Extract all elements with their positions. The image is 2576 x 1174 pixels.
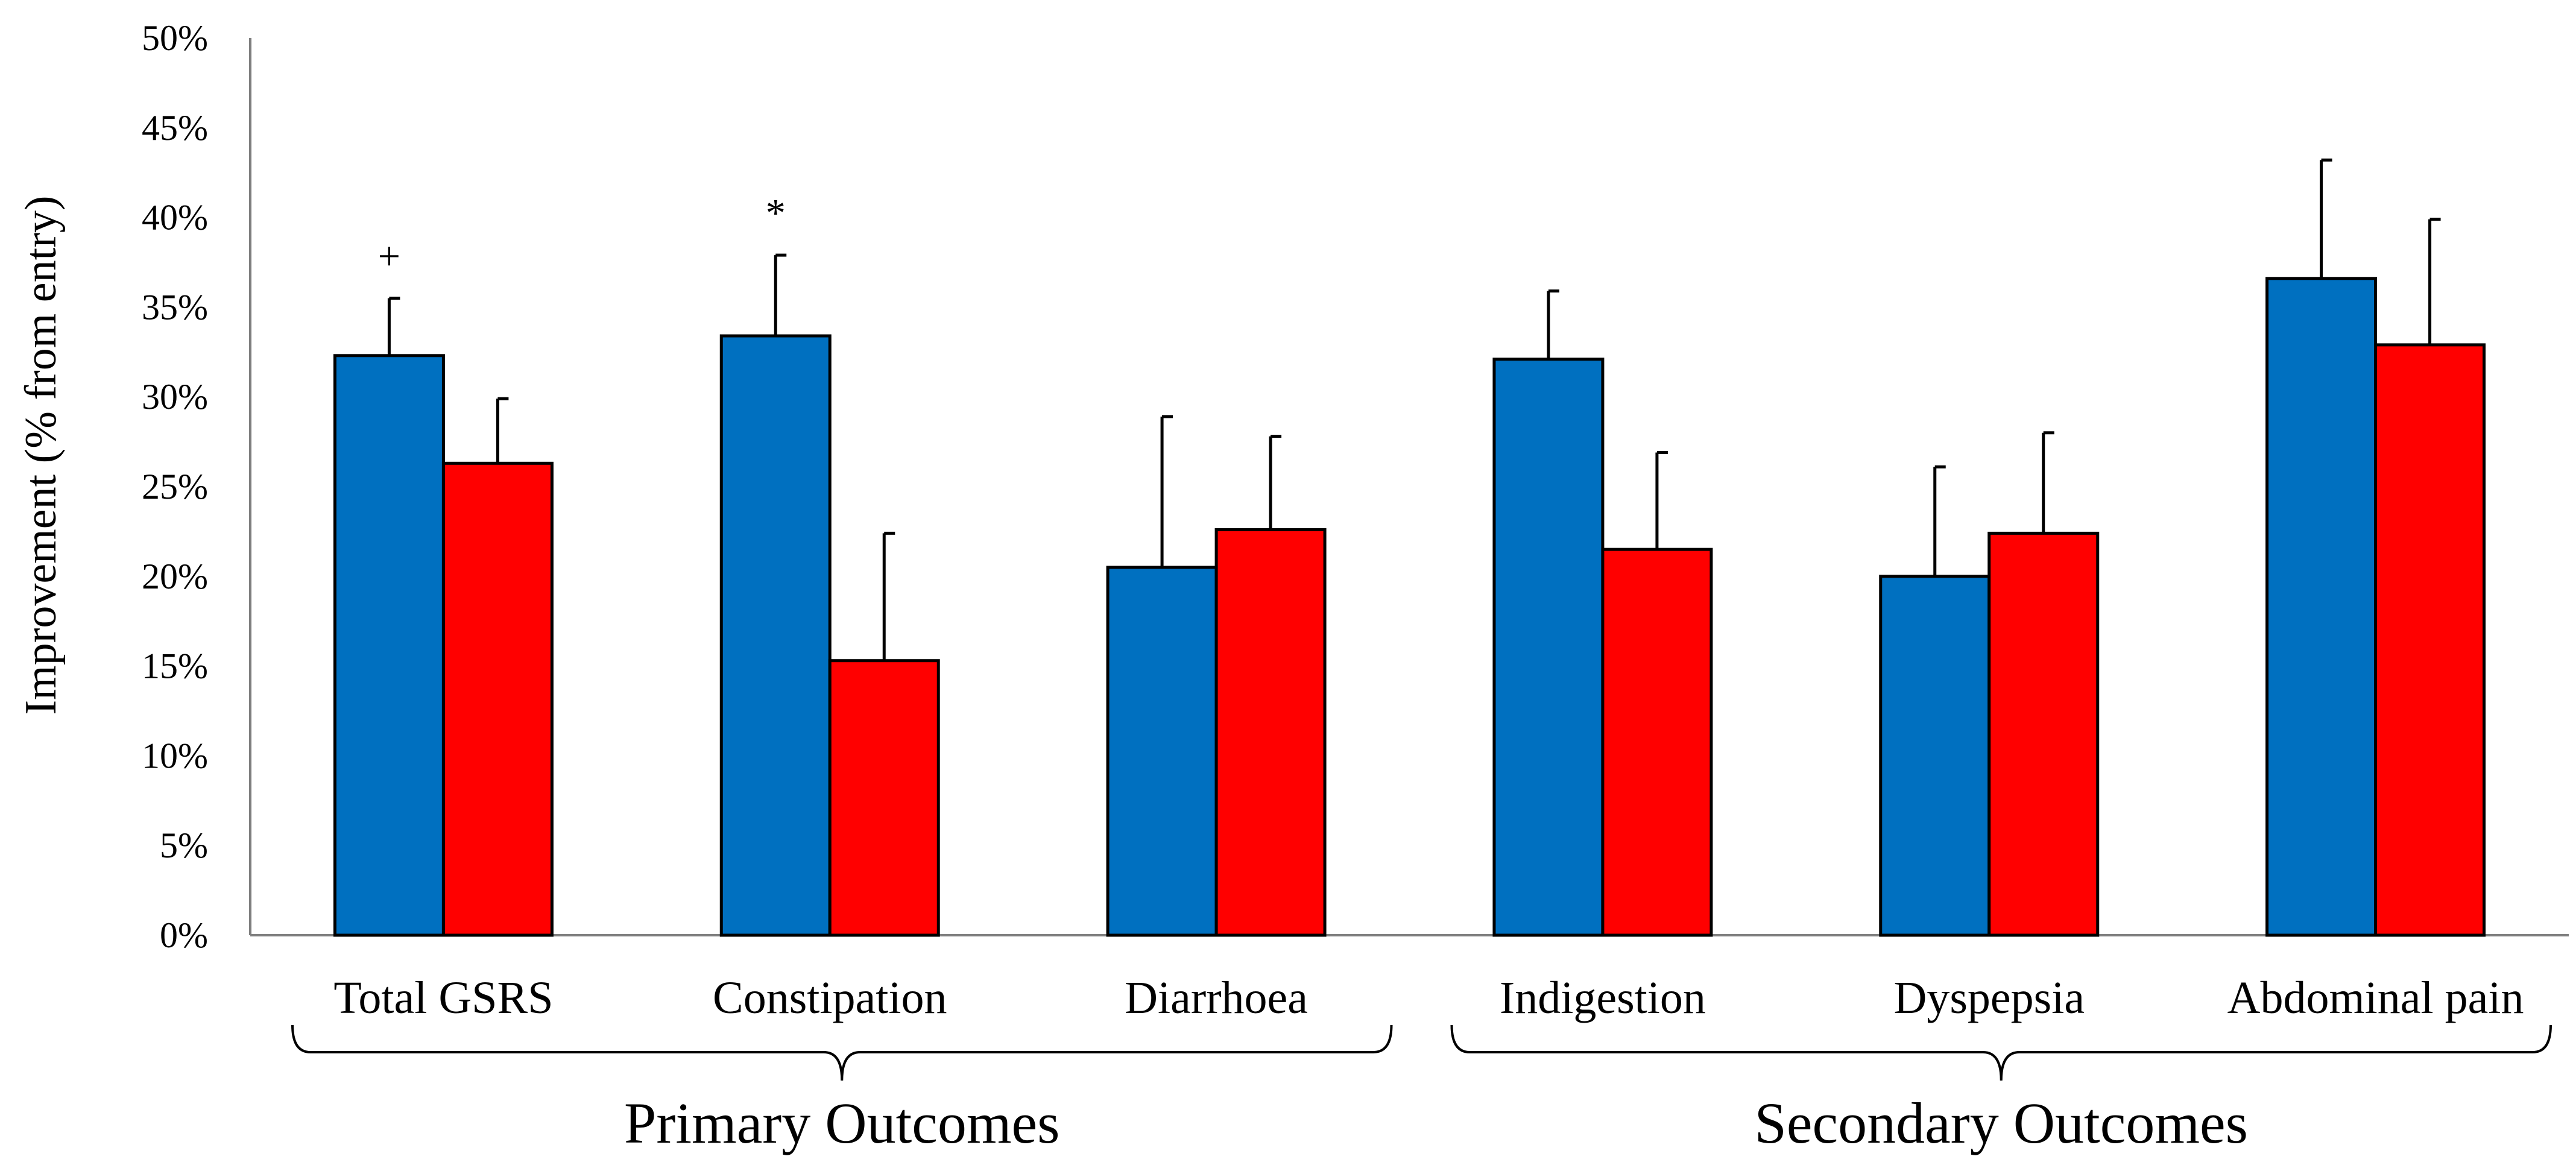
- group-brace: [291, 1024, 1393, 1081]
- x-category-label: Abdominal pain: [2227, 973, 2524, 1023]
- y-tick-label: 45%: [142, 108, 208, 148]
- x-category-label: Indigestion: [1500, 973, 1706, 1023]
- group-brace: [1450, 1024, 2552, 1081]
- x-category-label: Diarrhoea: [1125, 973, 1308, 1023]
- significance-marks: +*: [378, 191, 786, 278]
- y-tick-label: 15%: [142, 646, 208, 686]
- category-labels: Total GSRS Constipation Diarrhoea Indigesti…: [333, 973, 2524, 1023]
- x-category-label: Dyspepsia: [1893, 973, 2085, 1023]
- y-tick-label: 20%: [142, 557, 208, 596]
- group-label: Secondary Outcomes: [1755, 1091, 2248, 1155]
- y-tick-label: 0%: [160, 915, 208, 955]
- bar-series2: [1214, 528, 1327, 937]
- bar-series2: [1987, 531, 2100, 937]
- y-tick-label: 40%: [142, 198, 208, 238]
- bar-series1: [2265, 277, 2378, 937]
- y-axis: 0% 5% 10% 15% 20% 25% 30% 35% 40% 45% 50%: [142, 18, 2569, 955]
- bar-series2: [1601, 548, 1713, 937]
- x-category-label: Total GSRS: [333, 973, 553, 1023]
- y-tick-label: 35%: [142, 287, 208, 327]
- bar-series1: [333, 354, 445, 937]
- y-tick-label: 50%: [142, 18, 208, 58]
- x-category-label: Constipation: [713, 973, 947, 1023]
- bar-series1: [719, 334, 832, 937]
- bar-series2: [441, 461, 554, 937]
- significance-mark: +: [378, 235, 400, 279]
- bar-series2: [2374, 343, 2486, 937]
- bar-series1: [1492, 358, 1605, 937]
- y-tick-label: 25%: [142, 467, 208, 507]
- y-tick-label: 30%: [142, 377, 208, 417]
- y-axis-label: Improvement (% from entry): [16, 196, 66, 715]
- bar-series1: [1106, 566, 1218, 937]
- y-tick-label: 5%: [160, 825, 208, 865]
- bars: [333, 277, 2486, 937]
- group-braces: Primary Outcomes Secondary Outcomes: [291, 1024, 2552, 1155]
- bar-series2: [828, 659, 940, 937]
- group-label: Primary Outcomes: [624, 1091, 1060, 1155]
- y-tick-label: 10%: [142, 736, 208, 775]
- significance-mark: *: [766, 191, 786, 235]
- error-bars: [387, 158, 2441, 661]
- bar-series1: [1879, 575, 1991, 937]
